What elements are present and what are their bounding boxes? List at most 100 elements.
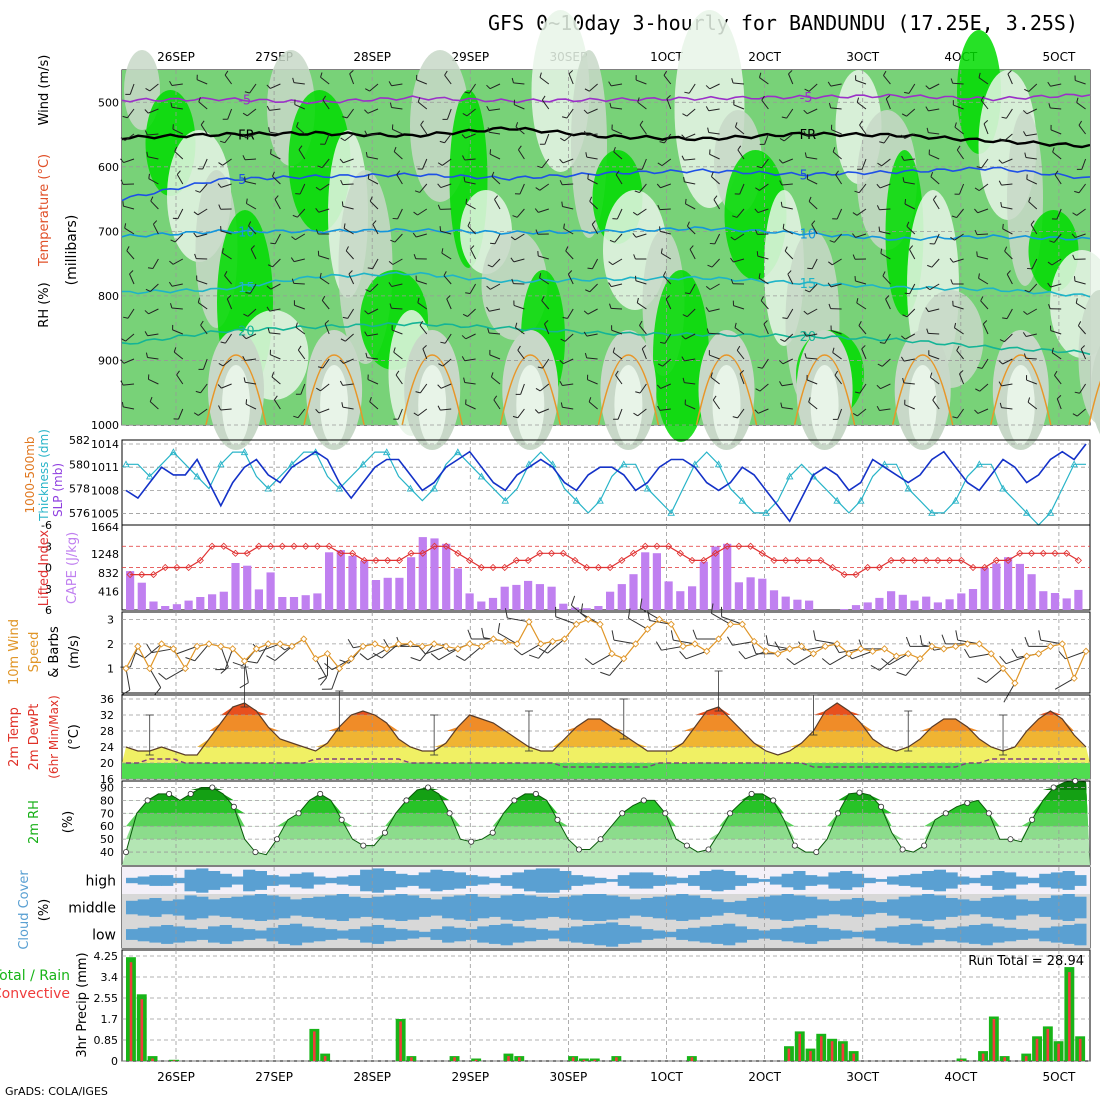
upper-wind-barb	[461, 356, 466, 361]
upper-wind-barb	[464, 181, 476, 185]
cloud-cover-bar	[957, 926, 970, 943]
upper-wind-barb	[513, 304, 525, 310]
rh-contour-blob	[614, 365, 643, 445]
upper-wind-barb	[486, 84, 491, 90]
cloud-cover-bar	[371, 925, 385, 944]
upper-wind-barb	[656, 183, 661, 189]
wind10m-axis-label-4: (m/s)	[67, 635, 82, 669]
cloud-cover-bar	[1027, 930, 1040, 939]
cloud-cover-bar	[793, 926, 806, 943]
wind-speed-marker	[359, 642, 367, 651]
upper-wind-barb	[120, 380, 124, 386]
upper-wind-barb	[708, 131, 720, 135]
upper-wind-barb	[145, 288, 151, 292]
cloud-cover-bar	[594, 894, 607, 921]
upper-wind-barb	[832, 151, 842, 160]
upper-wind-barb	[587, 379, 598, 385]
upper-wind-barb	[879, 231, 891, 235]
upper-wind-barb	[1076, 408, 1086, 417]
wind-speed-marker	[904, 650, 912, 658]
upper-wind-barb	[779, 180, 783, 186]
upper-wind-barb	[949, 257, 954, 263]
upper-wind-barb	[978, 183, 989, 192]
wind-speed-marker	[406, 640, 415, 648]
cape-bar	[582, 608, 591, 610]
upper-wind-barb	[585, 289, 591, 293]
surface-wind-barb	[870, 665, 880, 671]
upper-wind-barb	[978, 72, 981, 78]
cape-bar	[149, 601, 158, 610]
upper-wind-barb	[295, 322, 298, 328]
isotherm-25-contour	[1088, 380, 1100, 426]
cloud-cover-bar	[968, 877, 982, 884]
lifted-index-marker	[934, 556, 942, 564]
cloud-cover-bar	[254, 930, 267, 939]
wind-speed-marker	[762, 647, 770, 655]
upper-wind-barb	[788, 70, 793, 75]
upper-wind-barb	[396, 170, 401, 175]
top-date-label: 3OCT	[846, 50, 879, 64]
upper-wind-barb	[928, 132, 940, 135]
upper-wind-barb	[517, 345, 521, 351]
upper-wind-barb	[369, 283, 379, 293]
rh-marker	[985, 810, 992, 817]
surface-wind-barb	[649, 619, 672, 625]
upper-wind-barb	[660, 383, 672, 389]
upper-wind-barb	[1051, 258, 1062, 266]
upper-wind-barb	[193, 211, 199, 216]
upper-wind-barb	[659, 408, 671, 411]
upper-wind-barb	[856, 208, 867, 216]
upper-wind-barb	[419, 320, 424, 326]
upper-wind-barb	[709, 153, 720, 160]
rh-marker	[360, 842, 367, 849]
upper-wind-barb	[832, 347, 835, 353]
surface-wind-barb	[711, 612, 731, 625]
upper-wind-barb	[440, 183, 452, 189]
cloud-cover-bar	[992, 926, 1005, 943]
rh-marker	[532, 790, 539, 797]
upper-wind-barb	[562, 158, 574, 164]
upper-wind-barb	[978, 277, 989, 285]
lifted-index-marker	[922, 556, 930, 564]
lifted-index-marker	[840, 571, 848, 579]
surface-wind-barb	[430, 653, 440, 661]
cape-bar	[172, 604, 181, 610]
cloud-cover-bar	[758, 896, 771, 919]
cloud-cover-bar	[184, 869, 197, 892]
surface-wind-barb	[661, 645, 684, 651]
upper-wind-barb	[609, 239, 615, 243]
cloud-cover-bar	[816, 876, 829, 885]
upper-wind-barb	[172, 217, 178, 220]
y-tick-label: 1000	[91, 419, 119, 432]
upper-wind-barb	[415, 391, 421, 394]
upper-wind-barb	[268, 127, 271, 133]
upper-wind-barb	[733, 305, 745, 310]
surface-wind-barb	[570, 595, 576, 606]
upper-wind-barb	[269, 308, 281, 312]
upper-wind-barb	[885, 95, 891, 100]
cloud-cover-bar	[1050, 926, 1064, 943]
convective-precip-bar	[992, 1019, 996, 1061]
upper-wind-barb	[266, 306, 271, 312]
upper-wind-barb	[781, 206, 793, 210]
cloud-cover-bar	[348, 929, 361, 940]
isotherm-label: 15	[800, 277, 817, 292]
upper-wind-barb	[147, 156, 159, 160]
upper-wind-barb	[269, 108, 281, 111]
upper-wind-barb	[391, 283, 403, 287]
upper-wind-barb	[855, 280, 867, 285]
upper-wind-barb	[245, 292, 251, 294]
upper-wind-barb	[123, 205, 135, 210]
y-tick-label: 2	[107, 638, 114, 651]
surface-wind-barb	[721, 616, 743, 625]
cape-bar	[418, 537, 427, 610]
upper-wind-barb	[248, 221, 252, 227]
cape-bar	[278, 597, 287, 610]
isotherm-25-contour	[990, 354, 1052, 426]
upper-wind-barb	[152, 258, 159, 269]
surface-wind-barb	[194, 643, 210, 662]
lifted-index-marker	[688, 556, 696, 564]
rh-marker	[338, 816, 345, 823]
upper-wind-barb	[393, 347, 396, 353]
cloud-cover-bar	[196, 929, 209, 940]
